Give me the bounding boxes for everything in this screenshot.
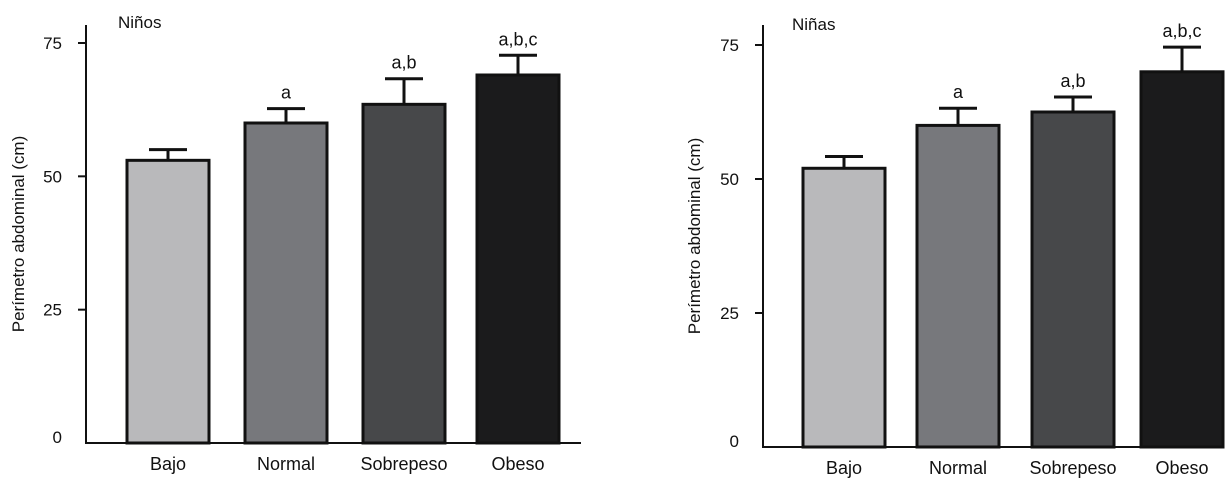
y-tick-label: 75 — [720, 36, 739, 55]
bar-bajo — [125, 158, 211, 445]
panel-title: Niños — [118, 13, 161, 32]
panel-title: Niñas — [792, 15, 835, 34]
y-tick-label: 50 — [43, 167, 62, 186]
category-label: Normal — [257, 454, 315, 474]
y-tick-label: 75 — [43, 34, 62, 53]
bar-obeso — [1139, 70, 1225, 449]
y-tick-label: 25 — [720, 304, 739, 323]
bar-obeso — [475, 73, 561, 445]
y-axis-label: Perímetro abdominal (cm) — [685, 138, 704, 335]
category-label: Sobrepeso — [360, 454, 447, 474]
category-label: Obeso — [491, 454, 544, 474]
bar-sobrepeso — [1030, 110, 1116, 449]
significance-label: a,b,c — [498, 29, 537, 49]
significance-label: a — [281, 83, 292, 103]
chart-panel-1: 0 25 50 75 Perímetro abdominal (cm) Niños Bajo… — [9, 13, 581, 474]
category-label: Bajo — [826, 458, 862, 478]
category-label: Obeso — [1155, 458, 1208, 478]
significance-label: a — [953, 82, 964, 102]
significance-label: a,b — [391, 53, 416, 73]
bar-bajo — [801, 166, 887, 449]
y-tick-label: 0 — [53, 428, 62, 447]
category-label: Normal — [929, 458, 987, 478]
significance-label: a,b,c — [1162, 21, 1201, 41]
bar-sobrepeso — [361, 102, 447, 445]
bar-normal — [915, 123, 1001, 449]
category-label: Bajo — [150, 454, 186, 474]
category-label: Sobrepeso — [1029, 458, 1116, 478]
y-axis-label: Perímetro abdominal (cm) — [9, 136, 28, 333]
chart-panel-2: 0 25 50 75 Perímetro abdominal (cm) Niñas Bajo… — [685, 15, 1225, 478]
y-tick-label: 0 — [730, 432, 739, 451]
y-tick-label: 50 — [720, 170, 739, 189]
y-tick-label: 25 — [43, 301, 62, 320]
bar-normal — [243, 121, 329, 445]
significance-label: a,b — [1060, 71, 1085, 91]
